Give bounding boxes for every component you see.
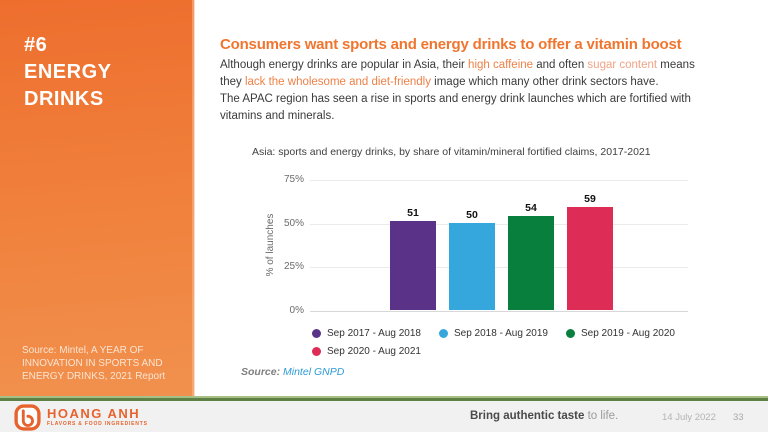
legend-label: Sep 2019 - Aug 2020: [580, 328, 675, 339]
legend-dot: [312, 347, 321, 356]
tagline-bold: Bring authentic taste: [470, 410, 585, 422]
logo-name: HOANG ANH: [47, 406, 141, 421]
gridline-50%: [310, 223, 688, 225]
slide-number: #6: [24, 34, 48, 56]
legend-dot: [312, 329, 321, 338]
body-text: and often: [533, 59, 588, 71]
bar-value-label: 50: [466, 208, 478, 221]
bar-Sep 2020 - Aug 2021: [567, 206, 613, 310]
bar-Sep 2018 - Aug 2019: [449, 222, 495, 310]
body-highlight: sugar content: [587, 59, 658, 71]
body-text: vitamins and minerals.: [220, 110, 335, 122]
legend-label: Sep 2017 - Aug 2018: [327, 328, 421, 339]
sidebar-source-line: ENERGY DRINKS, 2021 Report: [22, 371, 166, 382]
body-highlight: lack the wholesome and diet-friendly: [244, 76, 431, 88]
y-tick-label: 50%: [283, 217, 304, 229]
legend-label: Sep 2018 - Aug 2019: [453, 328, 548, 339]
slide-title-line-1: ENERGY: [24, 61, 112, 83]
y-tick-label: 75%: [283, 174, 304, 185]
legend-dot: [438, 329, 448, 338]
footer-tagline: Bring authentic taste to life.: [470, 410, 618, 422]
legend-item: Sep 2020 - Aug 2021: [312, 346, 421, 357]
sidebar-source-note: Source: Mintel, A YEAR OF INNOVATION IN …: [22, 344, 165, 383]
page-title: Consumers want sports and energy drinks …: [220, 36, 682, 53]
chart-source: Source: Mintel GNPD: [241, 366, 344, 378]
y-axis-label: % of launches: [265, 213, 276, 277]
slide-title-line-2: DRINKS: [24, 88, 104, 110]
logo-icon: [14, 404, 41, 431]
legend-item: Sep 2017 - Aug 2018: [312, 328, 421, 339]
body-text: image which many other drink sectors hav…: [430, 76, 659, 88]
chart-legend: Sep 2017 - Aug 2018 Sep 2018 - Aug 2019 Se…: [312, 328, 676, 357]
legend-item: Sep 2019 - Aug 2020: [565, 328, 675, 339]
body-text: Although energy drinks are popular in As…: [220, 59, 469, 71]
logo-subtitle: FLAVORS & FOOD INGREDIENTS: [47, 421, 148, 427]
chart-source-label: Source:: [241, 366, 281, 378]
bar-value-label: 51: [407, 206, 419, 219]
tagline-light: to life.: [584, 410, 619, 422]
gridline-25%: [310, 267, 688, 269]
chart-source-link[interactable]: Mintel GNPD: [283, 366, 345, 378]
legend-dot: [565, 329, 575, 338]
body-text: means: [657, 59, 695, 71]
body-highlight: high caffeine: [468, 59, 534, 71]
bar-value-label: 59: [584, 192, 596, 205]
bar-value-label: 54: [525, 201, 537, 214]
legend-item: Sep 2018 - Aug 2019: [438, 328, 548, 339]
body-paragraph: Although energy drinks are popular in As…: [220, 57, 695, 125]
sidebar-panel: #6 ENERGY DRINKS Source: Mintel, A YEAR …: [0, 0, 194, 397]
legend-label: Sep 2020 - Aug 2021: [327, 346, 421, 357]
sidebar-source-line: INNOVATION IN SPORTS AND: [22, 358, 163, 369]
bar-chart-plot-area: 0% 25% 50% 75% 51 50 54 59: [284, 174, 688, 316]
y-tick-label: 0%: [289, 305, 304, 316]
footer-divider: [0, 396, 768, 401]
footer-date: 14 July 2022: [662, 412, 716, 423]
gridline-75%: [310, 180, 688, 181]
y-tick-label: 25%: [283, 261, 304, 273]
sidebar-edge-highlight: [192, 0, 195, 397]
gridline-0%: [310, 311, 688, 312]
chart-title: Asia: sports and energy drinks, by share…: [252, 146, 651, 158]
sidebar-source-line: Source: Mintel, A YEAR OF: [22, 345, 144, 356]
body-text: they: [220, 76, 245, 88]
slide-heading: #6 ENERGY DRINKS: [24, 32, 111, 113]
bar-Sep 2017 - Aug 2018: [390, 220, 436, 310]
body-text: The APAC region has seen a rise in sport…: [220, 93, 691, 105]
page-number: 33: [733, 412, 744, 423]
company-logo: HOANG ANH FLAVORS & FOOD INGREDIENTS: [14, 404, 148, 431]
footer-bar: HOANG ANH FLAVORS & FOOD INGREDIENTS Bri…: [0, 401, 768, 432]
bar-Sep 2019 - Aug 2020: [508, 215, 554, 310]
